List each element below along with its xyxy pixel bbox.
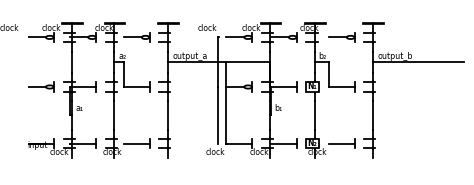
Text: b₁: b₁	[274, 104, 283, 113]
Bar	[307, 139, 319, 148]
Text: N₂: N₂	[308, 139, 318, 148]
Text: N₁: N₁	[308, 83, 318, 92]
Text: clock: clock	[198, 24, 217, 33]
Text: b₂: b₂	[319, 52, 327, 61]
Text: clock: clock	[308, 148, 328, 157]
Text: output_b: output_b	[377, 52, 413, 61]
Text: clock: clock	[242, 24, 262, 33]
Text: clock: clock	[95, 24, 115, 33]
Bar	[307, 83, 319, 92]
Text: clock: clock	[103, 148, 122, 157]
Text: clock: clock	[49, 148, 69, 157]
Text: clock: clock	[205, 148, 225, 157]
Text: a₁: a₁	[76, 104, 84, 113]
Text: clock: clock	[300, 24, 319, 33]
Text: input: input	[27, 141, 48, 150]
Text: output_a: output_a	[173, 52, 208, 61]
Text: a₂: a₂	[118, 52, 126, 61]
Text: clock: clock	[0, 24, 19, 33]
Text: clock: clock	[250, 148, 270, 157]
Text: clock: clock	[42, 24, 61, 33]
